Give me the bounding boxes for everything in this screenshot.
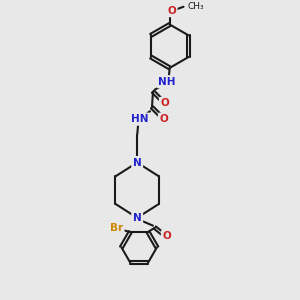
Text: O: O [160,98,169,108]
Text: O: O [159,114,168,124]
Text: O: O [167,6,176,16]
Text: Br: Br [110,223,123,233]
Text: N: N [133,158,142,167]
Text: N: N [133,213,142,223]
Text: NH: NH [158,77,175,87]
Text: HN: HN [131,114,149,124]
Text: CH₃: CH₃ [188,2,204,11]
Text: O: O [162,232,171,242]
